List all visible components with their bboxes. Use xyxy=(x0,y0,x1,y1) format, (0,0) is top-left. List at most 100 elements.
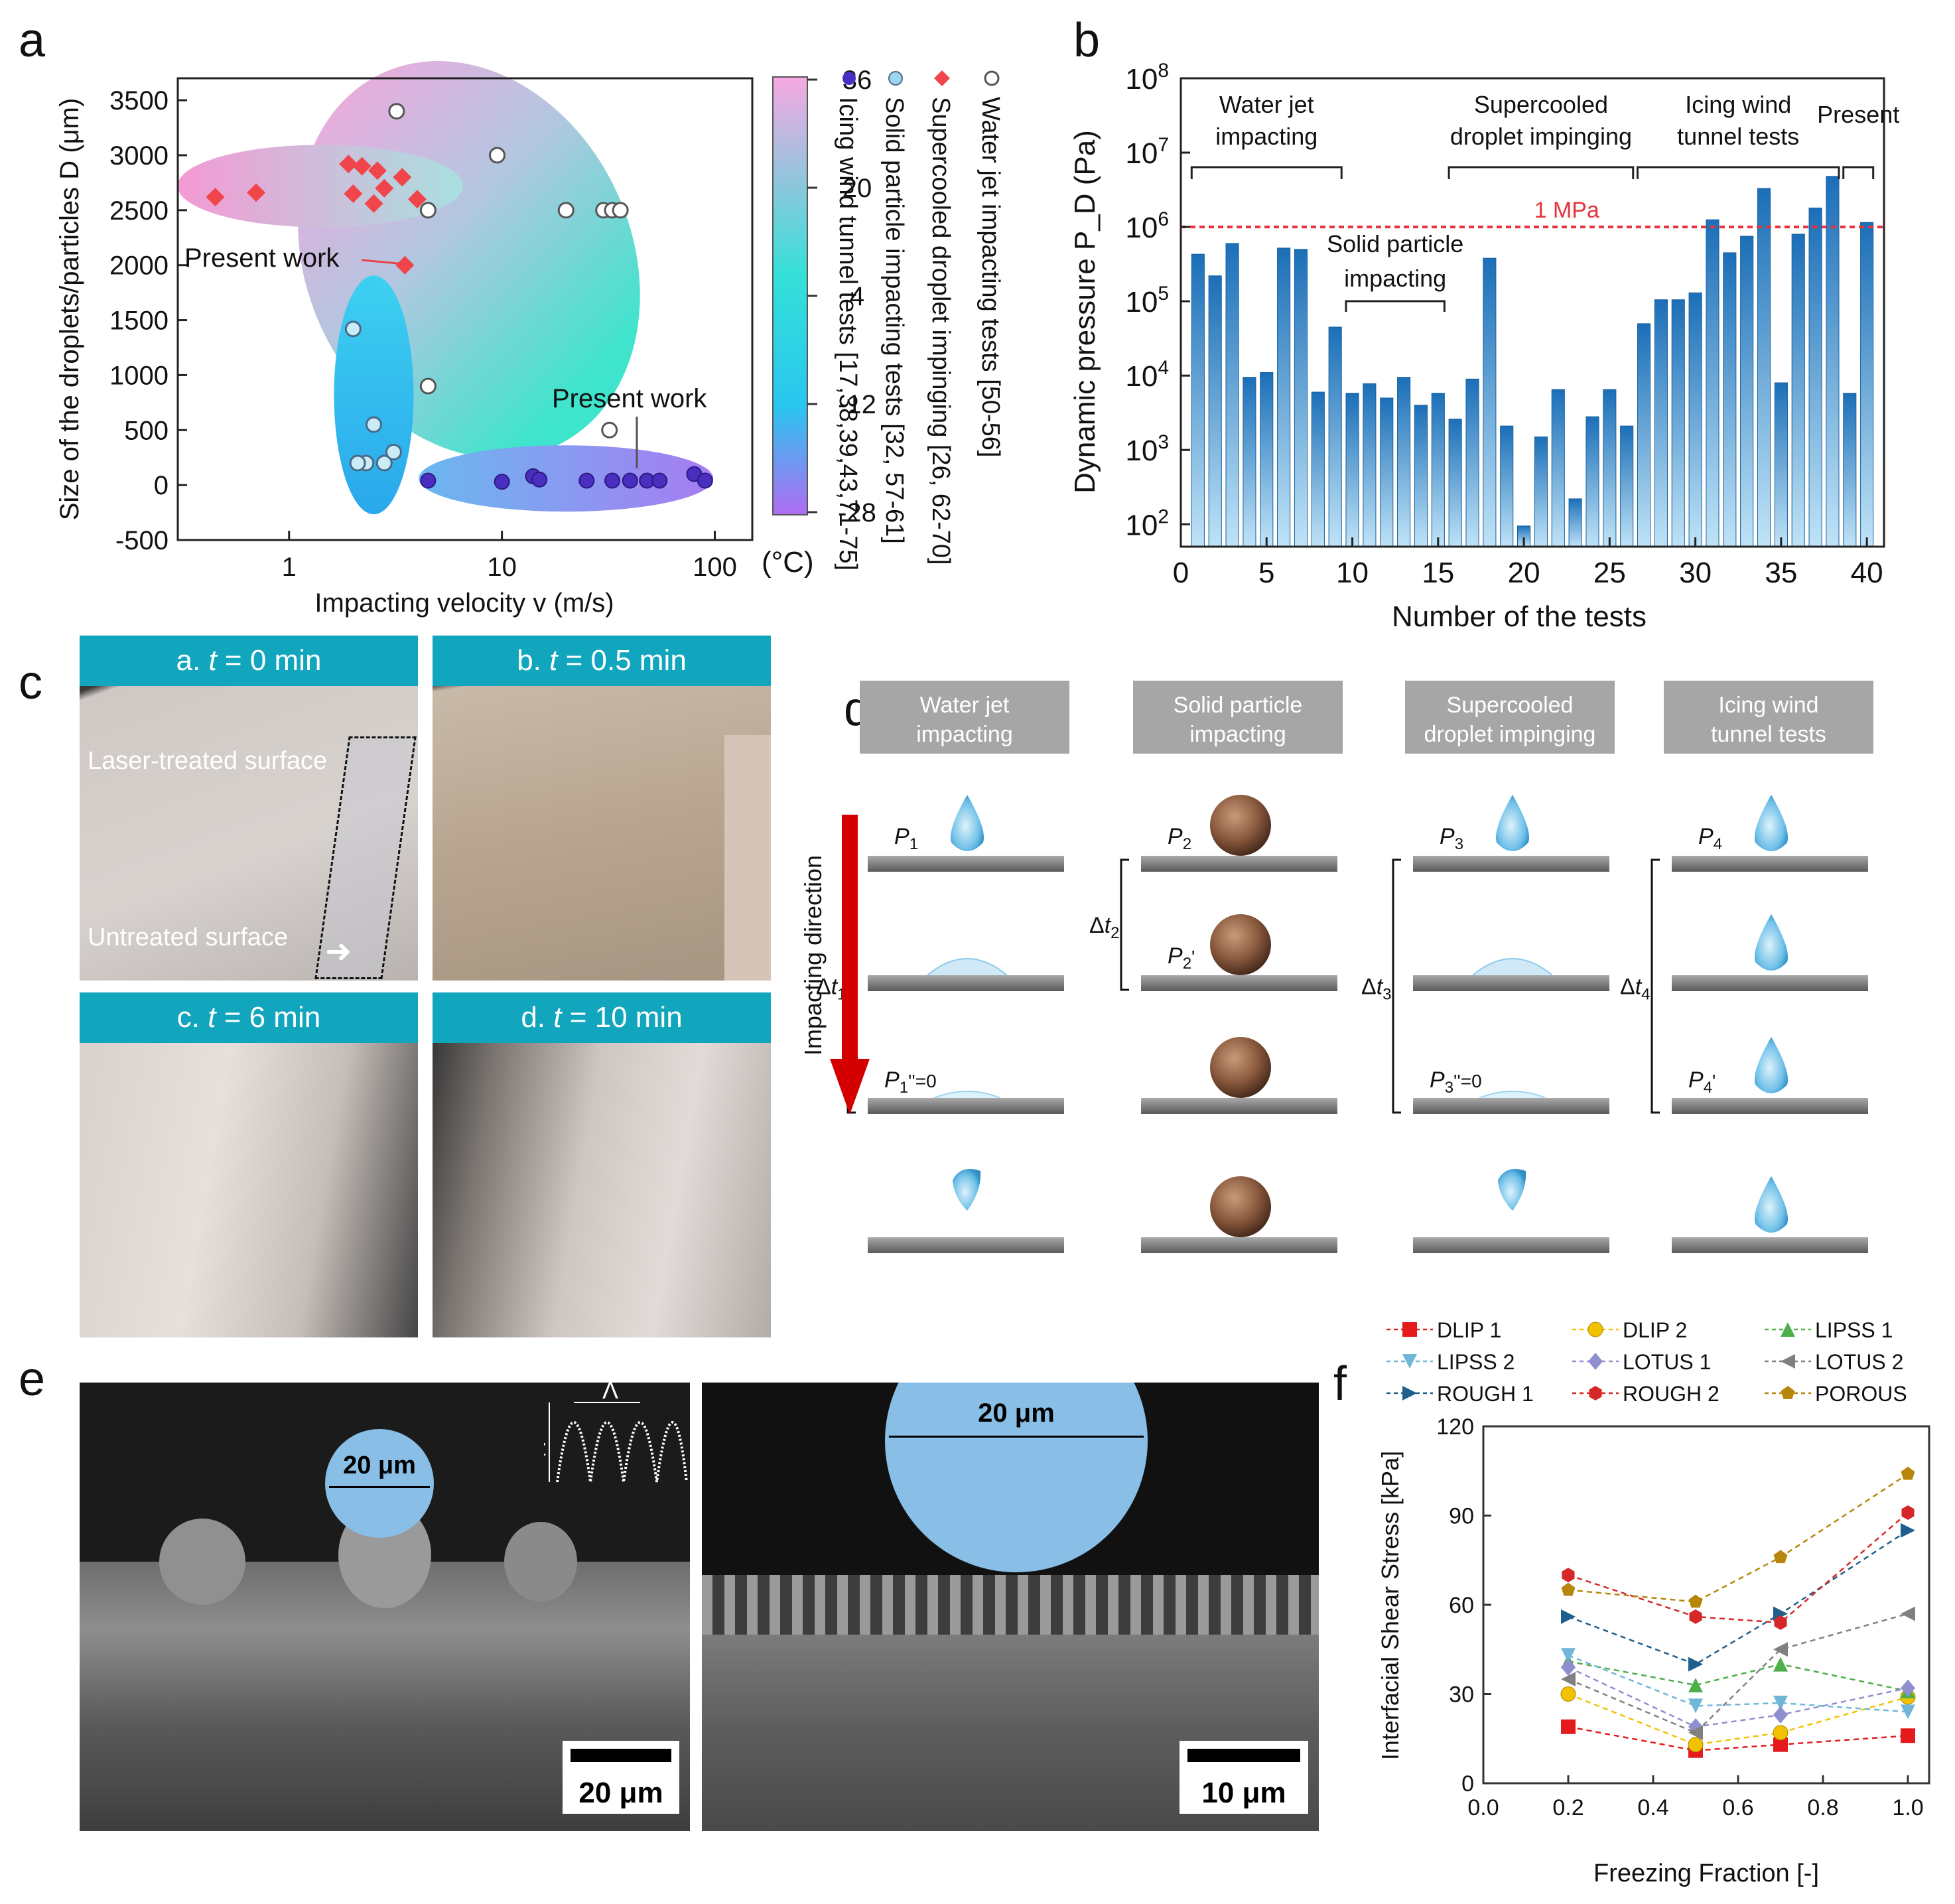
substrate-plate xyxy=(1141,856,1337,872)
data-point xyxy=(1774,1615,1787,1630)
y-tick-label: 107 xyxy=(1125,134,1169,170)
data-point-icing-tunnel xyxy=(604,472,621,489)
data-point-water-jet xyxy=(419,202,437,219)
water-droplet xyxy=(1496,795,1529,851)
direction-arrow-head xyxy=(830,1059,870,1115)
y-tick-label: 120 xyxy=(1436,1414,1474,1440)
colorbar-tick-label: 20 xyxy=(843,174,872,203)
y-tick-label: 3000 xyxy=(109,141,169,170)
data-point-supercooled xyxy=(407,190,427,209)
svg-text:Λ: Λ xyxy=(602,1383,618,1404)
bar xyxy=(1311,391,1325,547)
substrate-plate xyxy=(1413,1237,1609,1253)
column-title-text: tunnel tests xyxy=(1711,722,1826,747)
y-tick-label: 105 xyxy=(1125,283,1169,318)
x-axis-label-a: Impacting velocity v (m/s) xyxy=(314,588,614,618)
data-point xyxy=(1561,1659,1576,1676)
substrate-plate xyxy=(1413,975,1609,991)
bar xyxy=(1500,425,1514,547)
legend-marker-solid-particle xyxy=(888,71,903,86)
water-droplet xyxy=(953,1169,981,1211)
data-point xyxy=(1773,1642,1788,1657)
bar xyxy=(1191,253,1205,547)
x-tick-label: 15 xyxy=(1422,557,1454,589)
bar xyxy=(1534,436,1548,547)
panel-label-f: f xyxy=(1333,1357,1347,1410)
bar xyxy=(1448,419,1462,547)
bar xyxy=(1723,252,1737,547)
data-point-solid-particle xyxy=(375,454,393,472)
data-point xyxy=(1688,1657,1703,1672)
x-tick-label: 1 xyxy=(282,553,297,582)
water-droplet xyxy=(1755,795,1788,851)
group-bracket xyxy=(1842,166,1875,179)
time-bracket xyxy=(1392,858,1401,1114)
y-tick-label: 106 xyxy=(1125,208,1169,244)
sem-image-right: 20 μm 10 μm xyxy=(702,1383,1319,1831)
bar xyxy=(1260,372,1274,547)
series-line xyxy=(1568,1529,1909,1666)
x-tick-label: 0.0 xyxy=(1467,1795,1499,1820)
data-point xyxy=(1901,1505,1915,1521)
data-point xyxy=(1561,1582,1576,1596)
y-tick-label: 30 xyxy=(1449,1682,1474,1708)
column-title-text: Icing wind xyxy=(1718,693,1818,718)
group-label: Solid particle xyxy=(1327,230,1463,257)
legend-label: DLIP 2 xyxy=(1623,1318,1687,1342)
untreated-surface-label: Untreated surface xyxy=(88,923,289,951)
y-tick-label: 103 xyxy=(1125,431,1169,467)
bar xyxy=(1414,405,1428,547)
x-axis-label-f: Freezing Fraction [-] xyxy=(1593,1860,1819,1887)
data-point-supercooled xyxy=(368,161,387,180)
data-point-supercooled xyxy=(247,183,266,202)
group-label: Present xyxy=(1817,101,1899,128)
solid-particle xyxy=(1210,914,1271,975)
data-point-solid-particle xyxy=(385,443,402,460)
substrate-plate xyxy=(1141,975,1337,991)
legend-marker xyxy=(1402,1354,1417,1369)
group-bracket xyxy=(1190,166,1343,179)
bar xyxy=(1483,257,1497,547)
legend-label: LOTUS 2 xyxy=(1815,1350,1903,1374)
series-line xyxy=(1568,1655,1909,1713)
x-tick-label: 40 xyxy=(1851,557,1883,589)
data-point-icing-tunnel xyxy=(697,472,713,489)
data-point xyxy=(1561,1609,1576,1624)
pressure-label-low: P1''=0 xyxy=(884,1067,937,1097)
spreading-droplet xyxy=(927,958,1008,976)
y-tick-label: 0 xyxy=(1461,1771,1474,1797)
plot-frame-f xyxy=(1482,1425,1930,1785)
legend-label: LIPSS 1 xyxy=(1815,1318,1893,1342)
photo-title: a. t = 0 min xyxy=(80,636,418,686)
x-tick-label: 0.6 xyxy=(1722,1795,1753,1820)
bar xyxy=(1363,383,1377,547)
water-droplet xyxy=(951,795,984,851)
legend-marker-water-jet xyxy=(984,70,1000,86)
bar xyxy=(1568,498,1582,547)
bar xyxy=(1791,234,1805,547)
legend-label: Solid particle impacting tests [32, 57-6… xyxy=(880,97,908,544)
pressure-label-top: P4 xyxy=(1698,824,1722,853)
bar xyxy=(1706,219,1719,547)
data-point-icing-tunnel xyxy=(651,472,668,489)
x-tick-label: 0.8 xyxy=(1807,1795,1838,1820)
annotation-present-1: Present work xyxy=(184,243,340,273)
bar xyxy=(1757,188,1771,547)
pressure-label-low: P4' xyxy=(1688,1067,1716,1097)
x-tick-label: 35 xyxy=(1765,557,1797,589)
bar xyxy=(1637,323,1651,547)
panel-label-b: b xyxy=(1073,14,1101,67)
data-point-supercooled xyxy=(395,255,415,275)
photo-title: b. t = 0.5 min xyxy=(433,636,771,686)
substrate-plate xyxy=(1672,1237,1868,1253)
group-label: impacting xyxy=(1215,123,1317,150)
data-point xyxy=(1689,1609,1702,1624)
photo-title: c. t = 6 min xyxy=(80,992,418,1043)
legend-label: Supercooled droplet impinging [26, 62-70… xyxy=(927,97,955,565)
chart-f: DLIP 1 DLIP 2 LIPSS 1 LIPSS 2 LOTUS 1 LOTUS 2… xyxy=(1377,1318,1930,1887)
substrate-plate xyxy=(868,975,1064,991)
legend-marker xyxy=(1589,1386,1602,1400)
region-icing-tunnel xyxy=(419,445,714,512)
x-tick-label: 0.4 xyxy=(1637,1795,1668,1820)
delta-t-label: Δt2 xyxy=(1089,913,1120,942)
